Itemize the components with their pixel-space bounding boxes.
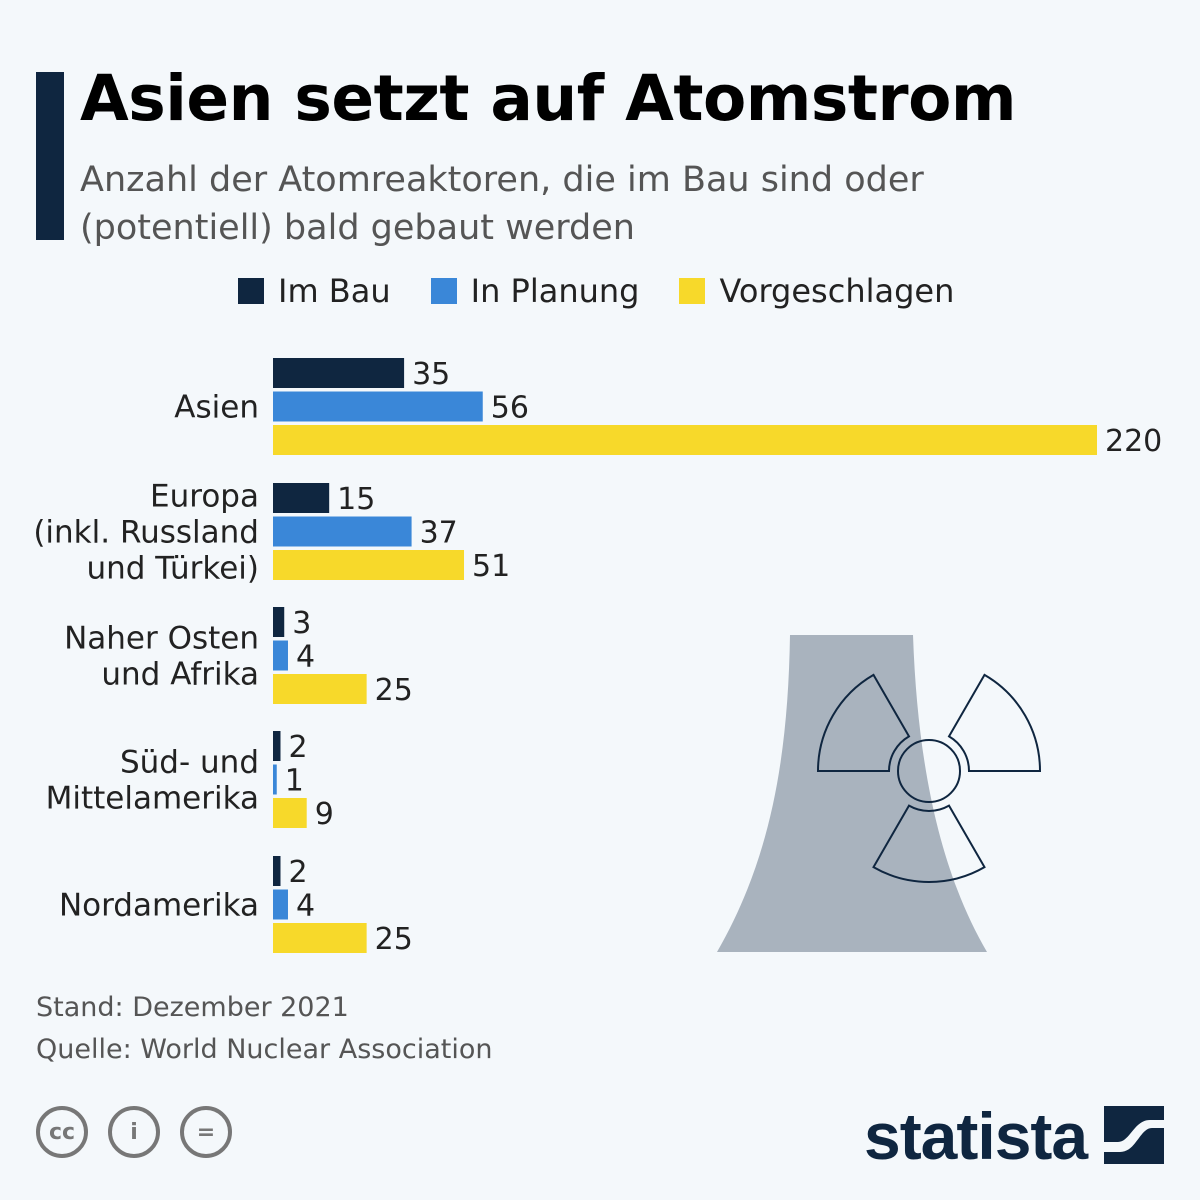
value-label: 1 <box>285 764 304 799</box>
bar <box>273 764 277 795</box>
category-label: (inkl. Russland <box>33 515 259 551</box>
category-label: Nordamerika <box>59 888 259 924</box>
legend-swatch <box>238 278 264 304</box>
bar <box>273 391 483 422</box>
legend: Im Bau In Planung Vorgeschlagen <box>238 272 954 310</box>
bar <box>273 889 288 920</box>
value-label: 220 <box>1105 424 1162 459</box>
bar <box>273 550 465 580</box>
bar <box>273 483 330 513</box>
bar <box>273 516 412 547</box>
value-label: 37 <box>420 516 458 551</box>
radiation-trefoil-icon <box>816 673 1042 883</box>
cooling-tower-shape <box>717 635 987 952</box>
bar <box>273 358 405 388</box>
bar <box>273 425 1097 455</box>
footer-source: Quelle: World Nuclear Association <box>36 1034 493 1065</box>
category-label: Naher Osten <box>64 621 259 657</box>
category-label: und Türkei) <box>86 551 259 587</box>
category-label: Mittelamerika <box>46 781 259 817</box>
statista-logo-icon <box>1104 1106 1164 1164</box>
bar <box>273 923 367 953</box>
legend-label: Vorgeschlagen <box>719 272 955 310</box>
legend-swatch <box>679 278 706 304</box>
legend-item-in-planung: In Planung <box>430 272 640 310</box>
statista-logo[interactable]: statista <box>864 1099 1088 1173</box>
value-label: 15 <box>337 482 375 517</box>
value-label: 9 <box>315 797 334 832</box>
value-label: 51 <box>472 549 510 584</box>
value-label: 35 <box>412 357 450 392</box>
legend-label: Im Bau <box>278 272 391 310</box>
category-label: Europa <box>150 479 259 515</box>
legend-label: In Planung <box>470 272 640 310</box>
value-label: 56 <box>491 391 529 426</box>
bar <box>273 798 307 828</box>
bar <box>273 607 285 637</box>
title-accent-bar <box>36 72 64 240</box>
chart-title: Asien setzt auf Atomstrom <box>80 62 1017 135</box>
bar <box>273 731 281 761</box>
bar <box>273 640 288 671</box>
category-label: Asien <box>174 390 259 426</box>
attribution-icon[interactable]: i <box>108 1106 160 1158</box>
footer-date: Stand: Dezember 2021 <box>36 992 349 1023</box>
category-label: und Afrika <box>101 657 259 693</box>
legend-swatch <box>430 278 457 304</box>
value-label: 25 <box>375 673 413 708</box>
no-derivatives-icon[interactable]: = <box>180 1106 232 1158</box>
cc-license-icon[interactable]: cc <box>36 1106 88 1158</box>
value-label: 3 <box>292 606 311 641</box>
value-label: 4 <box>296 889 315 924</box>
value-label: 4 <box>296 640 315 675</box>
legend-item-im-bau: Im Bau <box>238 272 391 310</box>
value-label: 25 <box>375 922 413 957</box>
value-label: 2 <box>288 855 307 890</box>
chart-subtitle: Anzahl der Atomreaktoren, die im Bau sin… <box>80 160 924 248</box>
bar <box>273 674 367 704</box>
category-label: Süd- und <box>120 745 259 781</box>
bar <box>273 856 281 886</box>
legend-item-vorgeschlagen: Vorgeschlagen <box>679 272 954 310</box>
value-label: 2 <box>288 730 307 765</box>
